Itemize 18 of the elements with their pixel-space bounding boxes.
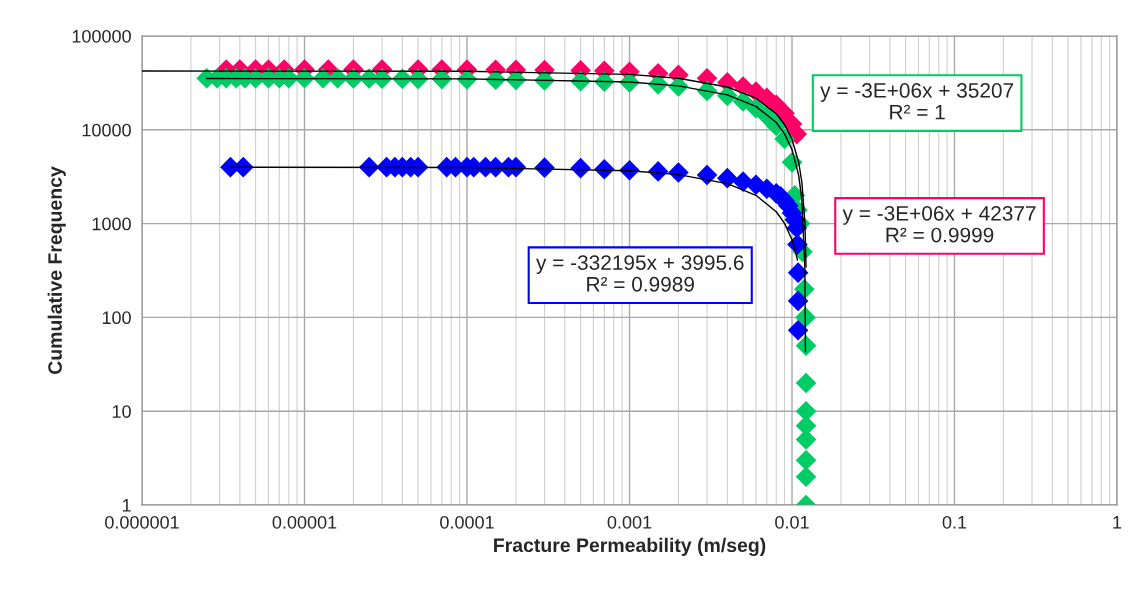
y-axis-title: Cumulative Frequency <box>47 166 66 374</box>
x-tick-label: 0.000001 <box>105 515 179 529</box>
y-tick-label: 1000 <box>92 217 131 231</box>
x-tick-label: 0.0001 <box>440 515 494 529</box>
x-tick-label: 1 <box>1113 516 1122 529</box>
y-tick-label: 10 <box>112 405 131 418</box>
x-tick-label: 0.001 <box>607 515 652 529</box>
x-tick-label: 0.01 <box>775 515 809 529</box>
x-axis-title: Fracture Permeability (m/seg) <box>494 537 766 557</box>
y-tick-label: 100000 <box>72 29 131 43</box>
annotation: y = -3E+06x + 35207 R² = 1 <box>820 83 1014 120</box>
y-tick-label: 100 <box>102 311 131 325</box>
annotation: y = -332195x + 3995.6 R² = 0.9989 <box>536 255 744 292</box>
y-tick-label: 10000 <box>82 123 131 137</box>
annotation: y = -3E+06x + 42377 R² = 0.9999 <box>842 205 1036 243</box>
x-tick-label: 0.1 <box>942 515 967 529</box>
y-tick-label: 1 <box>122 499 131 512</box>
x-tick-label: 0.00001 <box>272 515 337 529</box>
